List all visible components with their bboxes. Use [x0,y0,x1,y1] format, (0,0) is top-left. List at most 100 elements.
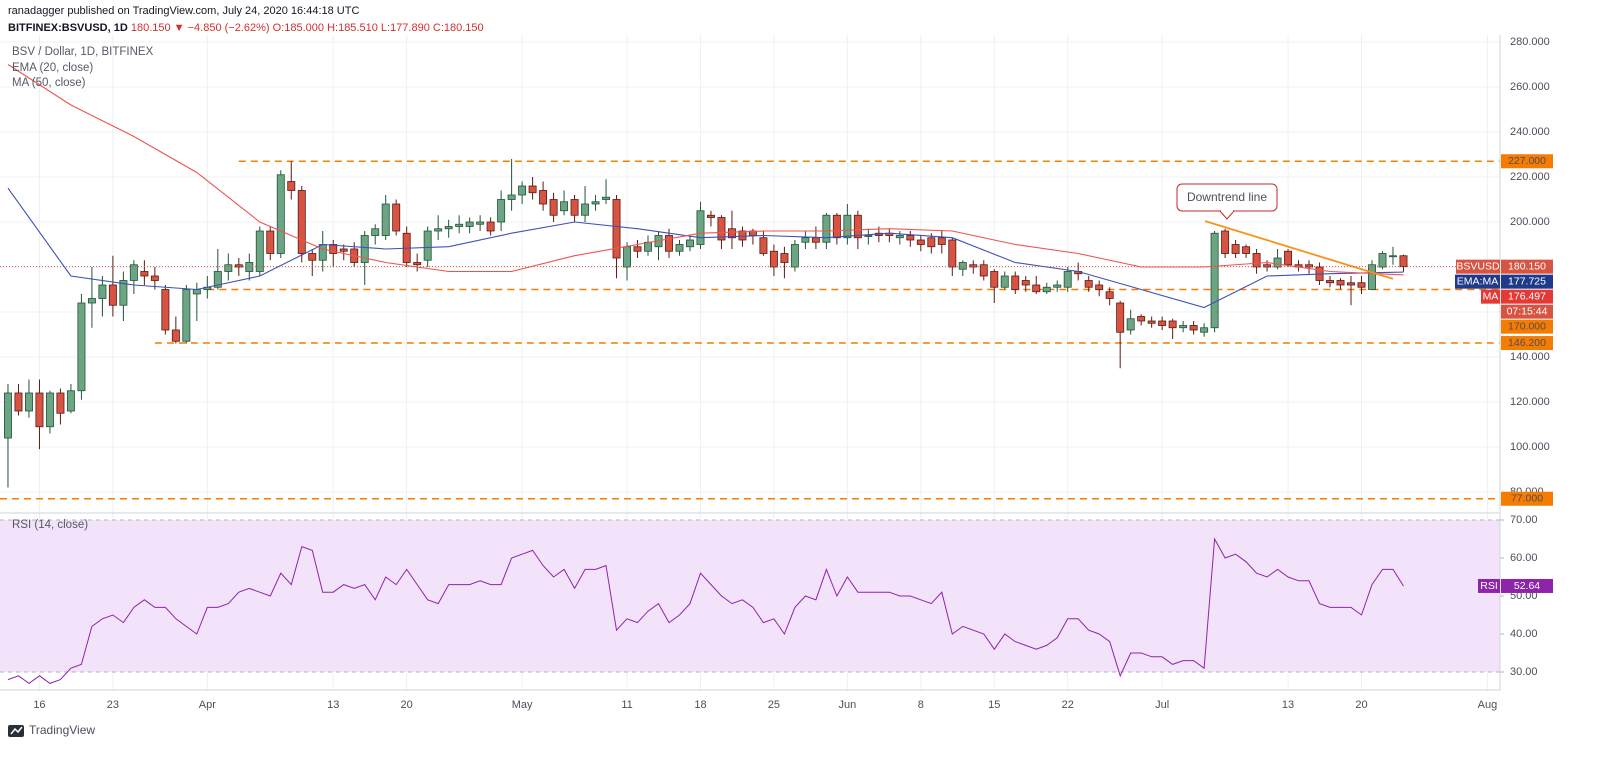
x-tick-label: 23 [107,699,119,711]
candle-body [371,228,380,236]
candle-body [507,194,516,200]
candle-body [969,264,978,268]
countdown-label: 07:15:44 [1507,305,1548,317]
candle-body [486,221,495,232]
candle-body [119,280,128,306]
candle-body [150,275,159,281]
candle-body [87,298,96,304]
candle-body [35,392,44,428]
candle-body [549,199,558,216]
candle-body [1168,320,1177,329]
y-tick-label: 200.000 [1510,216,1550,228]
x-tick-label: 25 [768,699,780,711]
moving-average [7,64,1404,276]
publisher: ranadagger published on TradingView.com,… [8,5,359,17]
candle-body [906,235,915,241]
candle-body [224,264,233,272]
candle-body [45,392,54,428]
candle-body [602,196,611,200]
candle-body [675,244,684,252]
x-tick-label: 22 [1062,699,1074,711]
level-tag-label: 227.000 [1508,155,1546,167]
trendline [1204,220,1394,280]
candle-body [1158,320,1167,326]
candle-body [423,230,432,261]
candle-body [66,390,75,412]
y-tick-label: 260.000 [1510,81,1550,93]
overlay-tag-label: MA [1483,290,1499,302]
candle-body [1116,302,1125,333]
candle-body [339,248,348,252]
candle-body [958,262,967,270]
candle-body [1105,291,1114,299]
candle-body [1126,318,1135,331]
candle-body [990,271,999,288]
candle-body [822,214,831,243]
candle-body [717,217,726,241]
candle-body [612,199,621,259]
change: 180.150 ▼ −4.850 (−2.62%) [131,22,270,34]
candle-body [843,214,852,239]
candle-body [1368,264,1376,290]
rsi-tick-label: 70.00 [1510,514,1538,526]
x-tick-label: Jul [1155,699,1169,711]
y-tick-label: 140.000 [1510,351,1550,363]
candle-body [832,214,841,239]
candle-body [1326,280,1334,284]
candle-body [360,235,369,263]
level-tag [1501,336,1553,351]
candle-body [1389,255,1397,258]
candle-body [476,221,485,225]
symbol: BITFINEX:BSVUSD, 1D [8,22,128,34]
candle-body [1063,271,1072,288]
candle-body [1095,284,1104,290]
x-tick-label: 18 [694,699,706,711]
rsi-value-label: 52.64 [1514,580,1540,592]
candle-body [98,284,107,299]
candle-body [1084,280,1093,288]
candle-body [56,392,65,414]
candle-body [192,289,201,295]
candle-body [811,237,820,243]
candle-body [864,235,873,237]
candle-body [1231,244,1240,254]
candle-body [140,271,149,277]
level-tag [1501,154,1553,169]
candle-body [1347,282,1355,286]
candle-body [308,253,317,261]
candle-body [465,221,474,227]
candle-body [14,392,23,412]
rsi-line [7,537,1404,685]
candle-body [108,284,117,306]
candle-body [1179,325,1188,329]
candle-body [297,190,306,254]
candle-body [129,264,138,281]
rsi-name-tag [1478,578,1500,593]
ohlc: O:185.000 H:185.510 L:177.890 C:180.150 [273,22,484,34]
candle-body [161,289,170,331]
footer-text: TradingView [29,723,95,737]
candle-body [1189,325,1198,331]
level-tag [1501,491,1553,506]
level-tag-label: 77.000 [1511,493,1543,505]
candle-body [1210,232,1219,329]
candle-body [539,190,548,205]
rsi-band [0,520,1500,672]
candle-body [759,237,768,254]
candle-body [1137,316,1146,322]
candle-body [381,203,390,236]
x-tick-label: Aug [1478,699,1498,711]
candle-body [623,246,631,268]
front-layer: ranadagger published on TradingView.com,… [0,5,1553,737]
candle-body [1053,284,1062,288]
symbol-line: BITFINEX:BSVUSD, 1D 180.150 ▼ −4.850 (−2… [8,22,484,34]
y-tick-label: 280.000 [1510,36,1550,48]
marks-layer [0,64,1500,685]
candle-body [24,392,33,412]
candle-body [1284,250,1293,266]
candle-body [769,250,778,268]
rsi-legend: RSI (14, close) [12,519,88,531]
rsi-tick-label: 40.00 [1510,628,1538,640]
logo-stroke [10,726,23,735]
annotation: Downtrend line [1187,190,1267,204]
